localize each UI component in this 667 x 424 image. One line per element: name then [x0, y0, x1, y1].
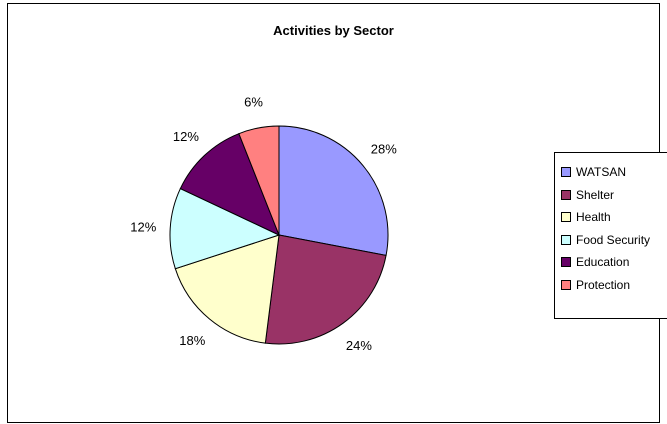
pie-slice-health — [174, 234, 280, 344]
pie-slice-education — [179, 133, 280, 236]
legend-label: Protection — [576, 277, 631, 292]
data-label: 12% — [130, 219, 156, 234]
legend-label: Shelter — [576, 187, 615, 202]
legend-item: Education — [561, 251, 667, 274]
pie-slice-shelter — [264, 234, 387, 345]
legend-item: Health — [561, 206, 667, 229]
legend-swatch — [561, 212, 571, 223]
pie-slice-watsan — [278, 125, 389, 257]
data-label: 28% — [371, 141, 397, 156]
legend-swatch — [561, 167, 571, 178]
legend-item: WATSAN — [561, 161, 667, 184]
legend: WATSAN Shelter Health Food Security Educatio… — [554, 152, 667, 319]
legend-label: Food Security — [576, 232, 651, 247]
data-label: 12% — [173, 129, 199, 144]
legend-swatch — [561, 279, 571, 290]
legend-item: Protection — [561, 274, 667, 297]
pie-slice-protection — [238, 125, 280, 236]
legend-swatch — [561, 257, 571, 268]
legend-item: Shelter — [561, 184, 667, 207]
legend-label: WATSAN — [576, 165, 626, 180]
legend-item: Food Security — [561, 229, 667, 252]
pie-slice-food-security — [169, 187, 281, 270]
data-label: 6% — [244, 94, 263, 109]
legend-label: Education — [576, 255, 630, 270]
chart-title: Activities by Sector — [273, 23, 394, 38]
data-label: 18% — [179, 333, 205, 348]
legend-swatch — [561, 189, 571, 200]
pie-chart: 28% 24% 18% 12% 12% 6% — [130, 94, 397, 353]
data-label: 24% — [346, 338, 372, 353]
legend-label: Health — [576, 210, 611, 225]
legend-swatch — [561, 234, 571, 245]
chart-area: Activities by Sector 28% 24% 18% 12% 12% 6% W… — [7, 3, 667, 423]
